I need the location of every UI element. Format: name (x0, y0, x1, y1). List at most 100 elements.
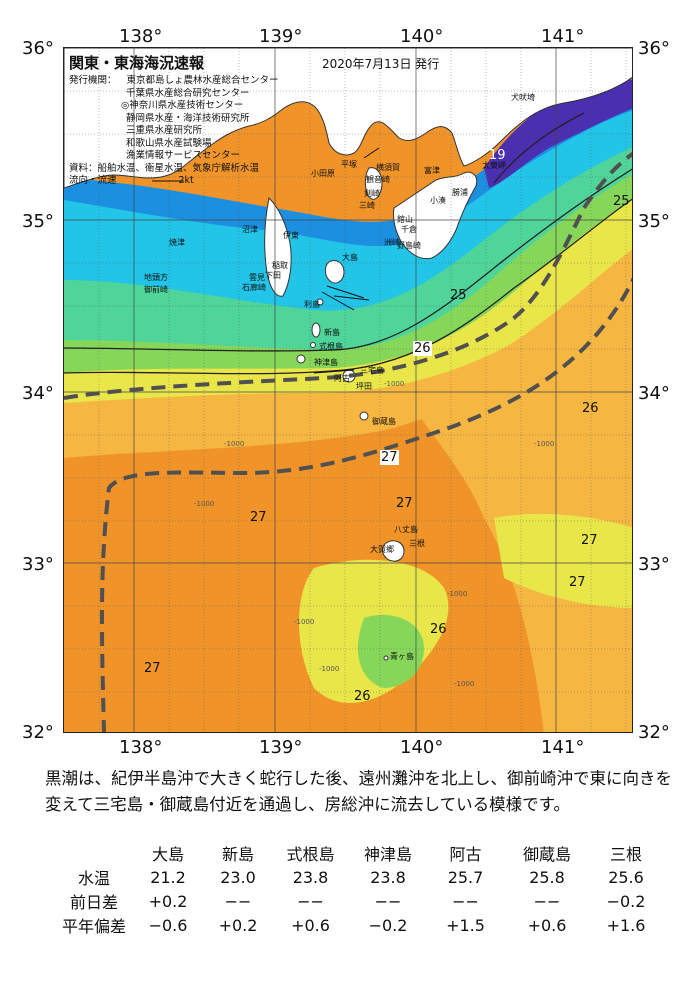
table-cell: −0.2 (606, 891, 646, 911)
table-cell: +1.6 (606, 915, 646, 935)
lat-label-left-36: 36° (22, 38, 54, 59)
place-label: 三崎 (359, 201, 375, 210)
station-header: 神津島 (363, 845, 412, 864)
issuer-name: 東京都島しょ農林水産総合センター (126, 75, 279, 86)
island-toshima (316, 298, 324, 306)
place-label: 御前崎 (144, 285, 168, 294)
table-cell: +0.6 (291, 915, 330, 935)
table-cell: +1.5 (446, 915, 485, 935)
current-vectors (313, 147, 380, 374)
island-oshima (324, 260, 345, 284)
table-cell: −− (224, 891, 252, 911)
issuer-line: ◎神奈川県水産技術センター (121, 100, 244, 111)
lat-label-right-33: 33° (638, 554, 670, 575)
issuer-line: 三重県水産研究所 (126, 125, 203, 136)
kuroshio-axis (64, 151, 632, 732)
depth-label: -1000 (224, 440, 245, 448)
isotherm-label: 27 (581, 533, 598, 548)
issuer-block: 発行機関： 東京都島しょ農林水産総合センター 千葉県水産総合研究センター ◎神奈川… (69, 75, 279, 188)
table-cell: −− (374, 891, 402, 911)
place-label: 剣崎 (364, 189, 380, 198)
depth-label: -1000 (534, 440, 555, 448)
sea-temperature-map-graphic (64, 48, 632, 732)
isotherm-label: 27 (250, 510, 267, 525)
table-cell: −0.6 (148, 915, 188, 935)
isotherm-label: 27 (396, 496, 413, 511)
table-row: 前日差 +0.2 −− −− −− −− −− −0.2 (55, 889, 661, 913)
zone-yellow (64, 189, 632, 403)
lon-label-bottom-141: 141° (541, 737, 585, 758)
lat-label-left-35: 35° (22, 211, 54, 232)
land-miura-peninsula (364, 167, 383, 200)
place-label: 千倉 (401, 225, 417, 234)
isotherm-lines (64, 112, 632, 375)
island-aogashima (383, 655, 389, 661)
place-label: 御蔵島 (372, 417, 396, 426)
table-cell: +0.6 (527, 915, 567, 935)
issuer-line: 発行機関： 東京都島しょ農林水産総合センター (69, 75, 279, 88)
station-header: 大島 (151, 845, 184, 864)
place-label: 下田 (265, 271, 281, 280)
isotherm-26 (64, 198, 632, 375)
depth-label: -1000 (319, 665, 340, 673)
place-label: 青ヶ島 (390, 652, 414, 661)
place-label: 観音崎 (366, 175, 390, 184)
place-label: 八丈島 (394, 525, 418, 534)
issuer-line: 漁業情報サービスセンター (126, 150, 241, 161)
depth-label: -1000 (384, 380, 405, 388)
land-izu-peninsula (264, 196, 292, 297)
station-temperature-table: 大島 新島 式根島 神津島 阿古 御蔵島 三根 水温 21.2 23.0 23.… (55, 841, 661, 937)
table-cell: 23.8 (370, 867, 406, 887)
table-cell: 25.7 (447, 867, 484, 887)
kuroshio-narrative: 黒潮は、紀伊半島沖で大きく蛇行した後、遠州灘沖を北上し、御前崎沖で東に向きを変え… (45, 769, 672, 814)
place-label: 横須賀 (376, 163, 400, 172)
table-cell: 25.6 (608, 867, 644, 887)
current-legend-label: 流向・流速 (69, 175, 117, 186)
kuroshio-axis-south (99, 277, 632, 732)
land-boso-peninsula (393, 171, 478, 260)
lon-label-bottom-138: 138° (119, 737, 163, 758)
lat-label-left-34: 34° (22, 383, 54, 404)
zone-green (64, 169, 632, 373)
sources-line: 資料：船舶水温、衛星水温、気象庁解析水温 (69, 162, 260, 174)
place-label: 小田原 (311, 169, 335, 178)
issuers-label: 発行機関： (69, 75, 117, 86)
table-cell: 25.8 (529, 867, 565, 887)
table-row: 平年偏差 −0.6 +0.2 +0.6 −0.2 +1.5 +0.6 +1.6 (55, 913, 661, 937)
lat-label-right-36: 36° (638, 38, 670, 59)
lon-label-top-141: 141° (541, 26, 585, 47)
place-label: 洲崎 (384, 238, 400, 247)
lon-label-bottom-139: 139° (259, 737, 303, 758)
zone-cold (64, 84, 632, 246)
place-label: 沼津 (242, 225, 258, 234)
island-shikinejima (310, 342, 316, 348)
place-label: 勝浦 (452, 188, 468, 197)
place-label: 太東岬 (482, 161, 506, 170)
zone-warm-central (64, 229, 632, 458)
lon-label-top-140: 140° (400, 26, 444, 47)
lat-label-right-32: 32° (638, 722, 670, 743)
table-cell: −0.2 (368, 915, 408, 935)
place-label: 新島 (324, 328, 340, 337)
place-label: 平塚 (341, 160, 357, 169)
table-cell: 23.0 (220, 867, 256, 887)
sea-temperature-map: 19 25 25 26 26 27 27 27 27 27 26 27 26 -… (63, 47, 633, 733)
station-header: 式根島 (286, 845, 335, 864)
place-label: 地頭方 (144, 273, 168, 282)
isotherm-25 (64, 168, 632, 352)
table-cell: −− (297, 891, 324, 911)
place-label: 富津 (424, 166, 440, 175)
current-legend-scale: 2kt (178, 175, 194, 186)
place-label: 大賀郷 (370, 545, 394, 554)
place-label: 稲取 (272, 261, 288, 270)
isotherm-label: 25 (613, 194, 630, 209)
table-cell: −− (452, 891, 479, 911)
depth-label: -1000 (454, 680, 475, 688)
isotherm-label: 27 (569, 575, 586, 590)
zone-green-south (357, 614, 424, 688)
isotherm-label: 26 (582, 401, 599, 416)
place-label: 坪田 (356, 382, 372, 391)
row-label: 水温 (77, 869, 110, 888)
place-label: 館山 (397, 215, 413, 224)
island-kozushima (296, 354, 306, 364)
